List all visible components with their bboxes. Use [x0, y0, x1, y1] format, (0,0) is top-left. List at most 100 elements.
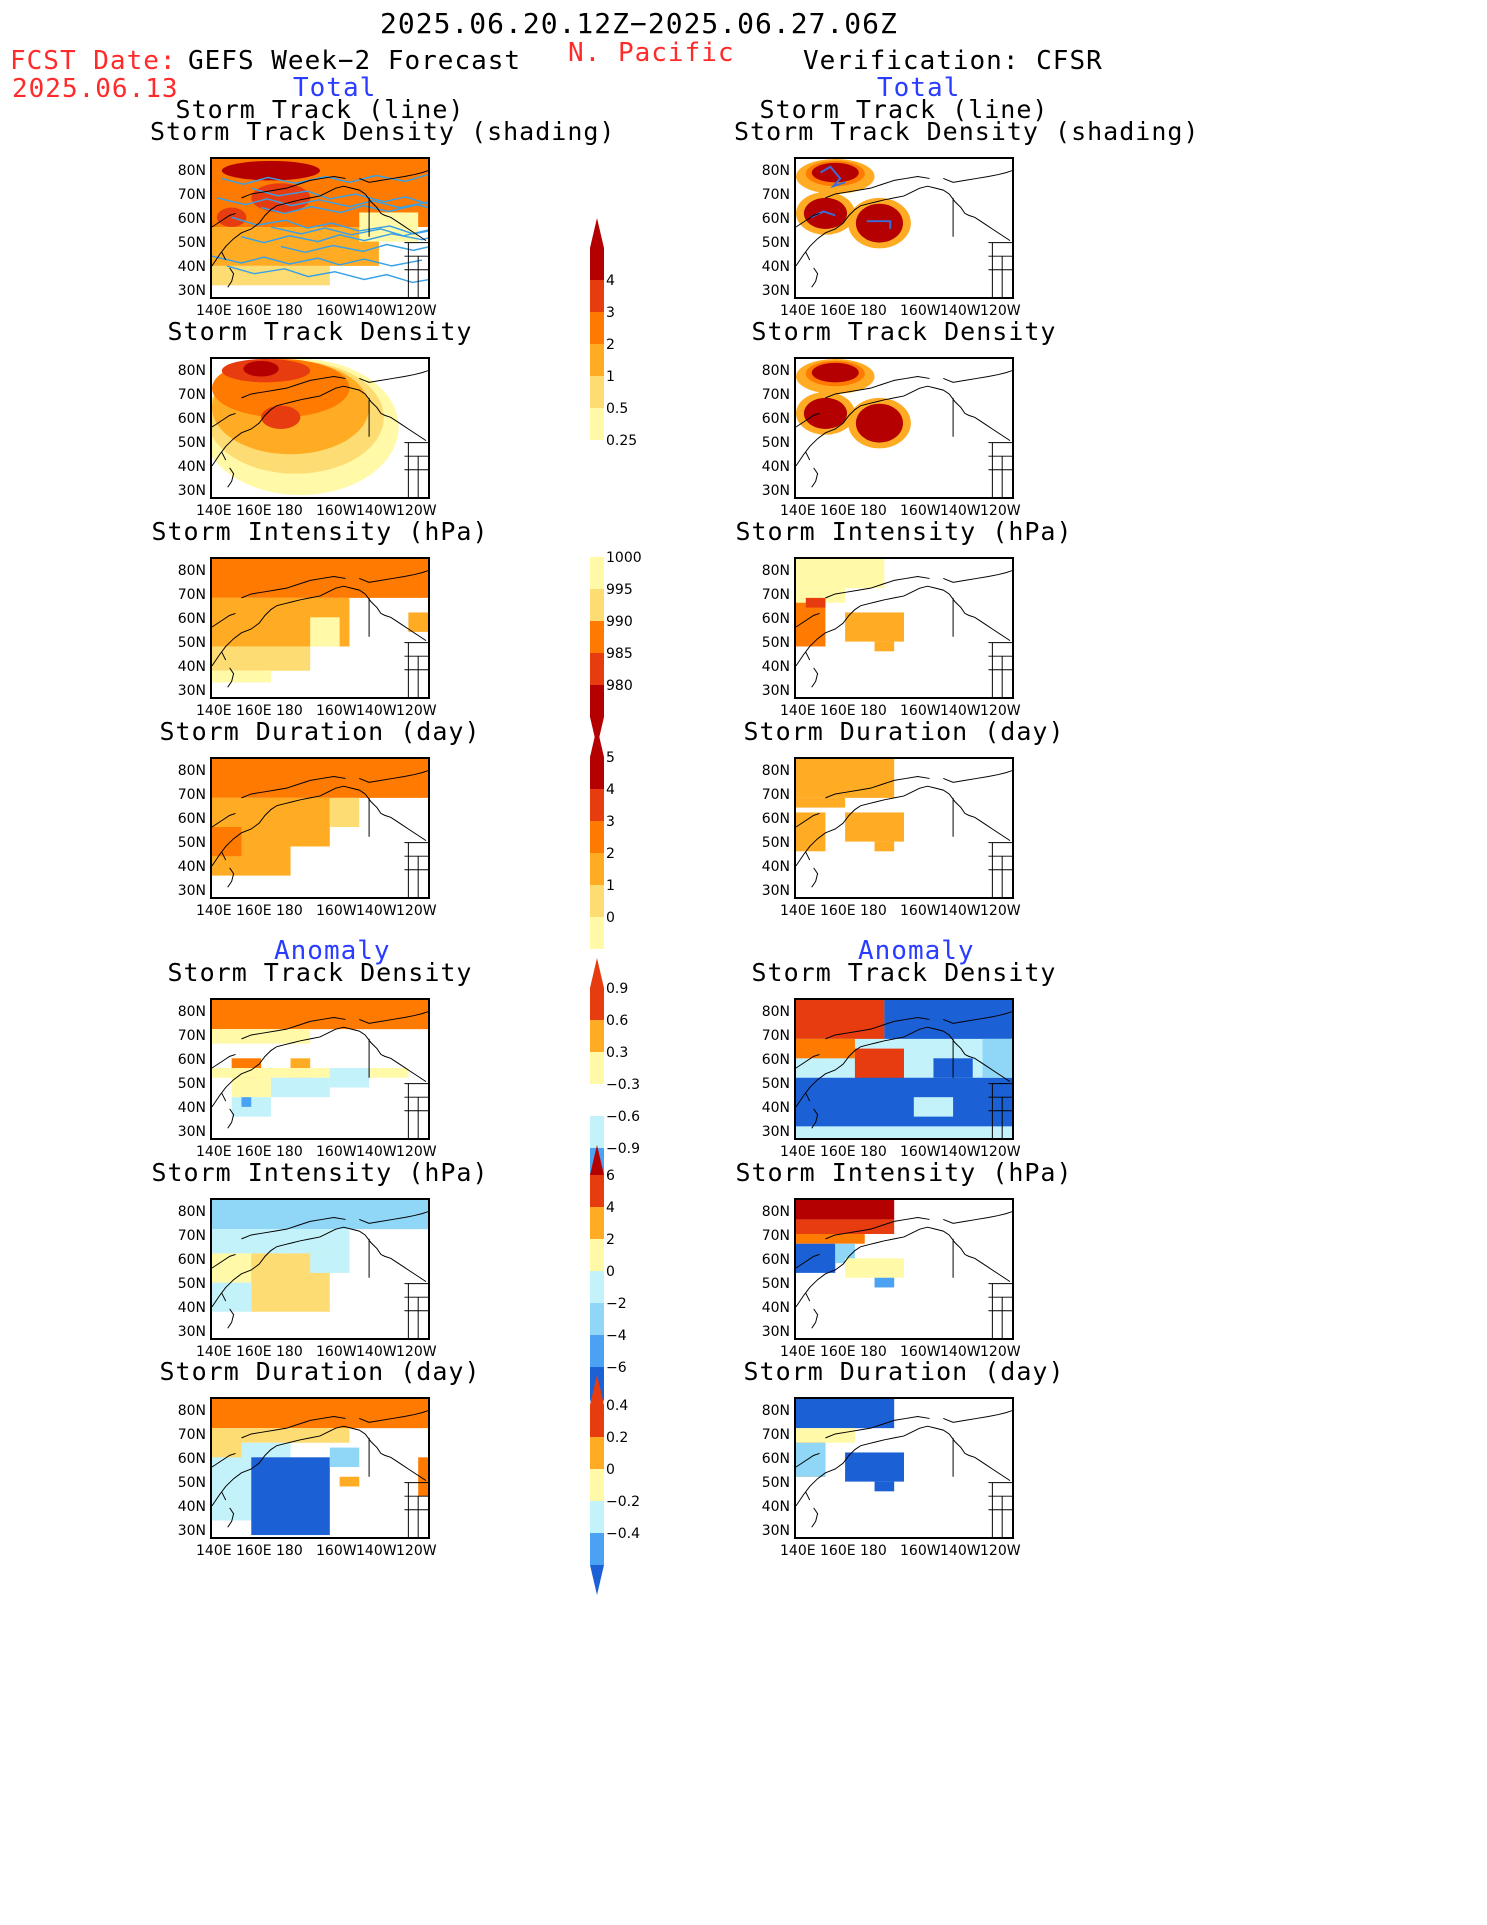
lon-label: 160W: [900, 1344, 941, 1360]
colorbar-tick-label: 1000: [606, 550, 642, 566]
lon-label: 160W: [900, 503, 941, 519]
panel-title-forecast-intensity: Storm Intensity (hPa): [151, 517, 489, 546]
map-forecast-aintensity: [210, 1198, 430, 1340]
lon-label: 180: [276, 503, 303, 519]
lat-label: 50N: [761, 1276, 790, 1292]
colorbar-tick-label: 990: [606, 614, 633, 630]
lon-label: 160E: [820, 1543, 856, 1559]
panel-title-verification-trackline: Storm Track (line): [759, 95, 1049, 124]
panel-title-verification-aduration: Storm Duration (day): [743, 1357, 1065, 1386]
lon-label: 140W: [356, 903, 397, 919]
lon-label: 160W: [316, 1144, 357, 1160]
map-verification-trackline: [794, 157, 1014, 299]
lat-label: 50N: [177, 235, 206, 251]
lon-label: 140E: [780, 1344, 816, 1360]
lat-label: 50N: [177, 435, 206, 451]
map-forecast-intensity: [210, 557, 430, 699]
lat-label: 40N: [177, 1499, 206, 1515]
lat-label: 70N: [177, 1028, 206, 1044]
lon-label: 140E: [780, 1543, 816, 1559]
lon-label: 140W: [940, 703, 981, 719]
lat-label: 80N: [761, 1403, 790, 1419]
lon-label: 140W: [356, 303, 397, 319]
lon-label: 140W: [940, 503, 981, 519]
lat-label: 50N: [761, 1475, 790, 1491]
lat-label: 60N: [761, 611, 790, 627]
lon-label: 180: [860, 1543, 887, 1559]
lat-label: 70N: [761, 1228, 790, 1244]
lat-label: 60N: [761, 211, 790, 227]
lon-label: 120W: [980, 703, 1021, 719]
lat-label: 50N: [177, 1076, 206, 1092]
lat-label: 40N: [177, 459, 206, 475]
lon-label: 180: [276, 303, 303, 319]
lon-label: 180: [860, 503, 887, 519]
lon-label: 160W: [316, 303, 357, 319]
lat-label: 60N: [761, 1252, 790, 1268]
lon-label: 160E: [236, 1144, 272, 1160]
lat-label: 30N: [761, 1324, 790, 1340]
map-forecast-aduration: [210, 1397, 430, 1539]
lat-label: 80N: [177, 163, 206, 179]
lat-label: 40N: [761, 259, 790, 275]
colorbar-tick-label: 2: [606, 337, 615, 353]
lat-label: 70N: [761, 787, 790, 803]
lon-label: 140W: [356, 503, 397, 519]
lon-label: 160E: [236, 303, 272, 319]
region-label: N. Pacific: [568, 38, 735, 68]
map-forecast-duration: [210, 757, 430, 899]
lon-label: 140W: [356, 1543, 397, 1559]
colorbar-tick-label: 4: [606, 273, 615, 289]
lat-label: 60N: [761, 411, 790, 427]
lon-label: 140E: [196, 703, 232, 719]
lat-label: 70N: [761, 1028, 790, 1044]
lat-label: 60N: [761, 811, 790, 827]
lat-label: 60N: [177, 211, 206, 227]
lon-label: 180: [860, 1344, 887, 1360]
panel-title-verification-duration: Storm Duration (day): [743, 717, 1065, 746]
colorbar-tick-label: 1: [606, 878, 615, 894]
colorbar-tick-label: 4: [606, 782, 615, 798]
lon-label: 180: [860, 703, 887, 719]
lon-label: 120W: [396, 903, 437, 919]
lon-label: 140E: [196, 503, 232, 519]
colorbar-tick-label: 3: [606, 814, 615, 830]
lon-label: 140E: [780, 903, 816, 919]
lon-label: 140W: [940, 903, 981, 919]
colorbar-tick-label: 6: [606, 1168, 615, 1184]
lon-label: 180: [860, 1144, 887, 1160]
lon-label: 160W: [316, 703, 357, 719]
lat-label: 40N: [177, 1300, 206, 1316]
colorbar-tick-label: 0.6: [606, 1013, 629, 1029]
panel-title-forecast-trackline: Storm Track Density (shading): [150, 117, 616, 146]
panel-title-forecast-density: Storm Track Density: [167, 317, 473, 346]
right-total-label: Total: [877, 73, 961, 103]
map-forecast-trackline: [210, 157, 430, 299]
lon-label: 180: [860, 903, 887, 919]
lat-label: 40N: [177, 259, 206, 275]
lat-label: 80N: [761, 163, 790, 179]
lon-label: 160E: [236, 903, 272, 919]
colorbar-tick-label: 0.5: [606, 401, 629, 417]
colorbar-tick-label: 0.2: [606, 1430, 629, 1446]
lat-label: 70N: [177, 1427, 206, 1443]
lat-label: 30N: [177, 683, 206, 699]
map-verification-aduration: [794, 1397, 1014, 1539]
colorbar-tick-label: 0.4: [606, 1398, 629, 1414]
lat-label: 60N: [761, 1052, 790, 1068]
lat-label: 80N: [177, 363, 206, 379]
lon-label: 160E: [820, 1144, 856, 1160]
lon-label: 120W: [396, 1144, 437, 1160]
fcst-date-value: 2025.06.13: [12, 74, 179, 104]
lat-label: 30N: [177, 1523, 206, 1539]
panel-title-verification-adensity: Storm Track Density: [751, 958, 1057, 987]
lat-label: 70N: [177, 787, 206, 803]
lon-label: 120W: [980, 1144, 1021, 1160]
panel-title-verification-trackline: Storm Track Density (shading): [734, 117, 1200, 146]
lon-label: 160E: [820, 903, 856, 919]
colorbar-tick-label: −0.3: [606, 1077, 640, 1093]
fcst-date-label: FCST Date:: [10, 46, 177, 76]
lat-label: 40N: [761, 1300, 790, 1316]
colorbar-tick-label: −0.9: [606, 1141, 640, 1157]
panel-title-forecast-trackline: Storm Track (line): [175, 95, 465, 124]
